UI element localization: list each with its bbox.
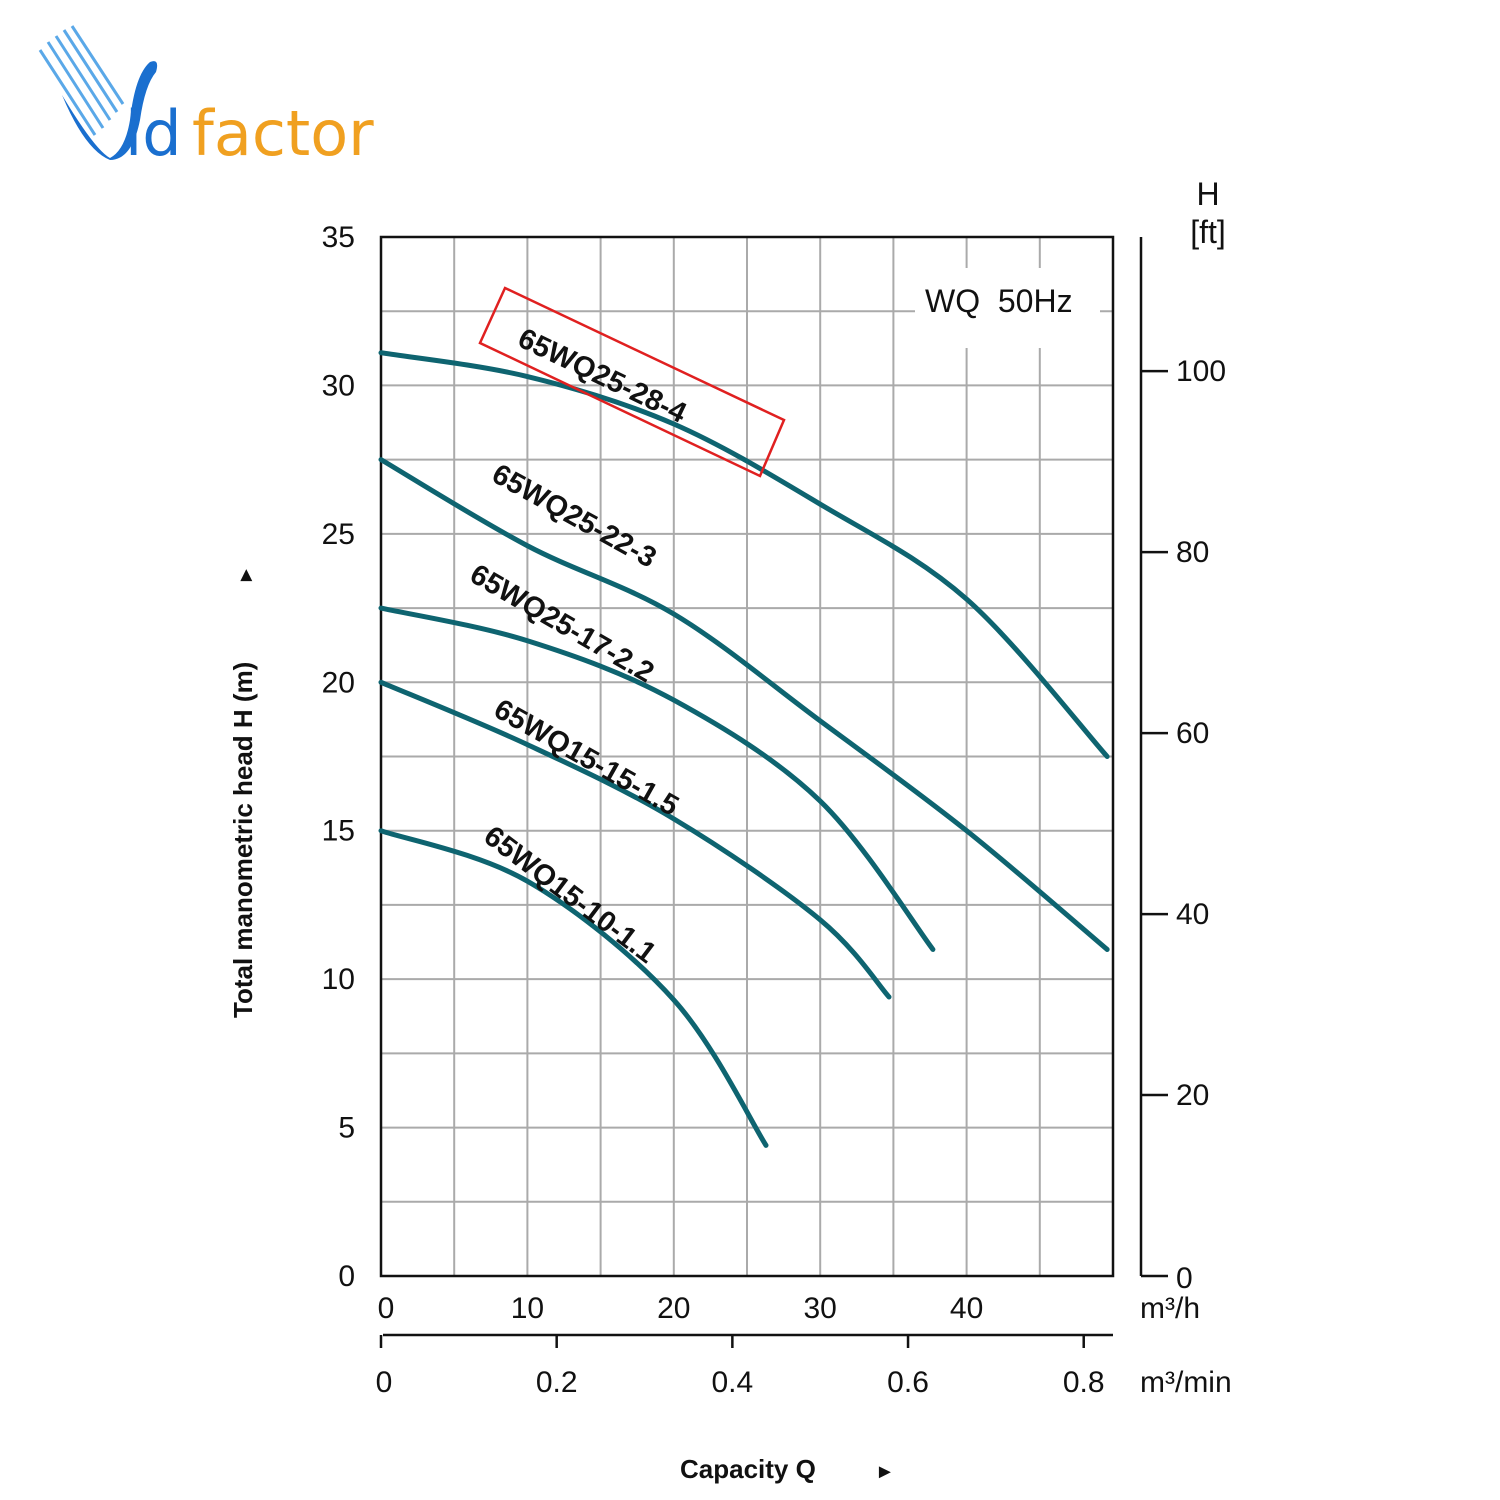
logo-text-id: id xyxy=(125,97,182,170)
curve-label-65WQ25-17-2.2: 65WQ25-17-2.2 xyxy=(465,558,660,689)
x-tick-label: 0 xyxy=(378,1292,395,1325)
x-axis-title: Capacity Q xyxy=(680,1454,816,1484)
y2-tick-label: 40 xyxy=(1176,898,1209,931)
x-tick-label: 10 xyxy=(511,1292,544,1325)
y-tick-label: 25 xyxy=(322,518,355,551)
y-tick-label: 20 xyxy=(322,666,355,699)
x2-tick-label: 0.2 xyxy=(536,1366,578,1399)
bird-v-icon xyxy=(62,61,158,160)
title-backdrop xyxy=(915,268,1100,348)
x-tick-label: 40 xyxy=(950,1292,983,1325)
x2-tick-label: 0 xyxy=(376,1366,393,1399)
x2-tick-label: 0.4 xyxy=(712,1366,754,1399)
curve-label-65WQ25-22-3: 65WQ25-22-3 xyxy=(487,458,662,574)
x-axis-ticks: 0 10 20 30 40 xyxy=(378,1292,984,1325)
x2-tick-label: 0.8 xyxy=(1063,1366,1105,1399)
vidfactor-logo: id factor xyxy=(38,25,374,170)
curve-label-65WQ15-15-1.5: 65WQ15-15-1.5 xyxy=(489,693,684,822)
highlight-box xyxy=(478,286,786,478)
plot-frame xyxy=(379,235,1115,1278)
x-tick-label: 30 xyxy=(804,1292,837,1325)
curve-65WQ15-10-1.1 xyxy=(378,828,769,1148)
x2-tick-label: 0.6 xyxy=(887,1366,929,1399)
y2-tick-label: 0 xyxy=(1176,1262,1193,1295)
y2-tick-label: 80 xyxy=(1176,536,1209,569)
right-axis-label-h: H xyxy=(1196,176,1219,212)
y2-tick-label: 20 xyxy=(1176,1079,1209,1112)
chart-title: WQ 50Hz xyxy=(925,283,1073,319)
x-unit-label: m³/h xyxy=(1140,1292,1200,1325)
logo-text-factor: factor xyxy=(192,97,374,170)
y2-tick-label: 100 xyxy=(1176,355,1226,388)
y-tick-label: 15 xyxy=(322,815,355,848)
y-axis-ticks: 0 5 10 15 20 25 30 35 xyxy=(322,221,355,1293)
curve-65WQ25-28-4 xyxy=(378,350,1110,759)
curve-label-65WQ25-28-4: 65WQ25-28-4 xyxy=(513,322,691,429)
x-axis-arrow-icon: ► xyxy=(875,1461,895,1483)
y-tick-label: 30 xyxy=(322,369,355,402)
bottom-axis-ticks: 0 0.2 0.4 0.6 0.8 xyxy=(376,1335,1105,1399)
curve-labels: 65WQ25-28-4 65WQ25-22-3 65WQ25-17-2.2 65… xyxy=(465,322,692,969)
curve-65WQ15-15-1.5 xyxy=(378,679,892,1000)
y2-tick-label: 60 xyxy=(1176,717,1209,750)
curves xyxy=(378,350,1110,1148)
bird-feathers-icon xyxy=(38,25,125,136)
curve-label-65WQ15-10-1.1: 65WQ15-10-1.1 xyxy=(478,820,662,970)
y-tick-label: 10 xyxy=(322,963,355,996)
x2-unit-label: m³/min xyxy=(1140,1366,1232,1399)
x-tick-label: 20 xyxy=(657,1292,690,1325)
grid xyxy=(381,237,1113,1276)
y-tick-label: 0 xyxy=(338,1260,355,1293)
y-axis-title: Total manometric head H (m) xyxy=(228,662,258,1018)
right-axis-ticks: 0 20 40 60 80 100 xyxy=(1141,355,1226,1295)
right-axis-label-unit: [ft] xyxy=(1190,214,1226,250)
y-axis-arrow-icon: ► xyxy=(235,565,257,585)
curve-65WQ25-22-3 xyxy=(378,457,1110,952)
y-tick-label: 35 xyxy=(322,221,355,254)
y-tick-label: 5 xyxy=(338,1112,355,1145)
curve-65WQ25-17-2.2 xyxy=(378,605,936,952)
